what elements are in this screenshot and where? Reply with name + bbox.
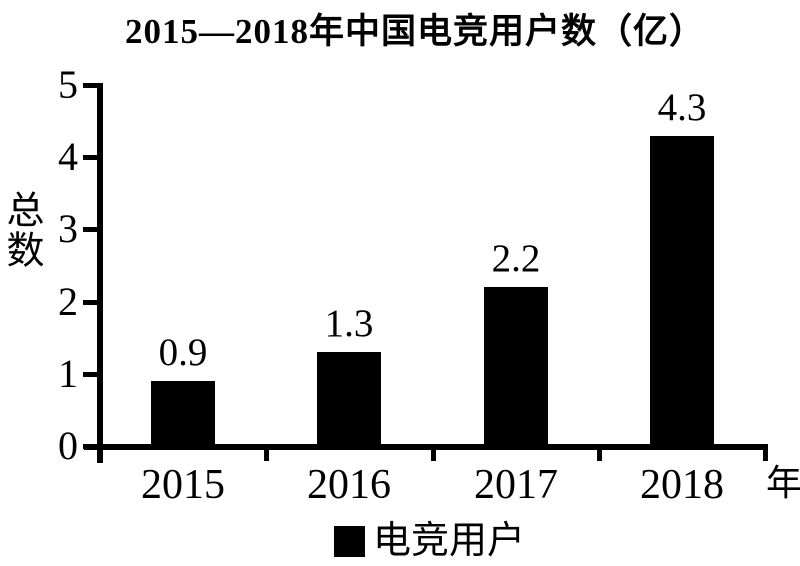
y-tick-mark [83,83,100,88]
chart-title: 2015—2018年中国电竞用户数（亿） [124,12,705,51]
y-tick-label: 2 [58,279,78,324]
x-tick-mark [763,444,768,461]
x-tick-mark [431,444,436,461]
x-tick-label: 2018 [640,462,724,508]
x-tick-mark [597,444,602,461]
y-tick-mark [83,300,100,305]
x-tick-label: 2016 [307,462,391,508]
legend-label: 电竞用户 [373,520,526,562]
x-tick-mark [264,444,269,461]
legend-swatch [334,525,365,557]
bar-value-label: 0.9 [158,331,208,374]
y-tick-mark [83,155,100,160]
x-tick-label: 2015 [141,462,225,508]
bar [650,136,714,446]
y-tick-label: 1 [58,351,78,396]
y-tick-label: 0 [58,423,78,468]
y-tick-mark [83,227,100,232]
y-tick-label: 5 [58,62,78,107]
x-tick-label: 2017 [474,462,558,508]
legend: 电竞用户 [334,522,525,560]
y-tick-label: 3 [58,206,78,251]
bar [151,381,215,446]
x-axis-unit-label: 年 [765,463,800,503]
bar [484,287,548,446]
bar-value-label: 1.3 [324,302,374,345]
bar-value-label: 2.2 [491,237,541,280]
y-axis-line [97,83,103,463]
bar [317,352,381,446]
y-tick-label: 4 [58,134,78,179]
y-axis-title: 总数 [0,190,42,270]
bar-value-label: 4.3 [657,86,707,129]
y-tick-mark [83,372,100,377]
x-axis-line [84,444,768,450]
y-tick-mark [83,444,100,449]
